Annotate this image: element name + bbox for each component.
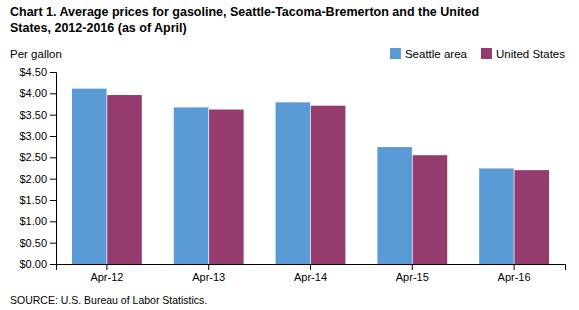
y-tick-mark (50, 115, 56, 116)
y-tick-label: $4.50 (19, 66, 47, 78)
x-axis: Apr-12 Apr-13 Apr-14 Apr-15 Apr-16 (57, 264, 566, 283)
y-tick: $3.00 (19, 130, 56, 142)
bars (72, 89, 549, 264)
y-tick: $1.50 (19, 194, 56, 206)
y-tick-label: $4.00 (19, 87, 47, 99)
y-tick-mark (50, 93, 56, 94)
bar (72, 89, 107, 264)
y-tick-mark (50, 179, 56, 180)
y-tick-label: $1.00 (19, 215, 47, 227)
source: SOURCE: U.S. Bureau of Labor Statistics. (10, 294, 207, 306)
plot: $0.00 $0.50 $1.00 $1.50 $2.00 $2.50 $3.00 $3.50… (19, 66, 565, 283)
x-tick-mark (310, 264, 311, 270)
bar (311, 106, 346, 264)
y-tick-label: $2.50 (19, 151, 47, 163)
x-tick-label: Apr-12 (90, 271, 123, 283)
y-tick-mark (50, 157, 56, 158)
x-tick: Apr-13 (192, 264, 225, 283)
y-tick-mark (50, 264, 56, 265)
legend-item: Seattle area (390, 48, 468, 60)
x-tick-label: Apr-15 (396, 271, 429, 283)
y-tick: $2.50 (19, 151, 56, 163)
x-tick-label: Apr-16 (498, 271, 531, 283)
y-tick-mark (50, 72, 56, 73)
y-tick-label: $3.50 (19, 109, 47, 121)
bar (107, 95, 142, 264)
legend-swatch (481, 48, 492, 59)
y-tick-mark (50, 243, 56, 244)
x-tick-mark (208, 264, 209, 270)
legend: Seattle area United States (390, 48, 565, 60)
legend-label: Seattle area (405, 48, 468, 60)
bar (377, 147, 412, 264)
x-tick-mark (106, 264, 107, 270)
y-tick: $0.00 (19, 258, 56, 270)
y-tick-mark (50, 136, 56, 137)
bar (514, 170, 549, 264)
x-tick: Apr-15 (396, 264, 429, 283)
x-tick-mark (412, 264, 413, 270)
y-tick: $0.50 (19, 237, 56, 249)
chart: Chart 1. Average prices for gasoline, Se… (0, 0, 579, 310)
title: Chart 1. Average prices for gasoline, Se… (10, 5, 479, 35)
y-tick: $2.00 (19, 173, 56, 185)
legend-label: United States (496, 48, 565, 60)
x-tick: Apr-12 (90, 264, 123, 283)
x-axis-line (57, 265, 566, 271)
y-tick-label: $0.50 (19, 237, 47, 249)
x-tick-label: Apr-13 (192, 271, 225, 283)
legend-swatch (390, 48, 401, 59)
y-axis-line (50, 73, 57, 265)
y-tick: $3.50 (19, 109, 56, 121)
y-tick-mark (50, 221, 56, 222)
series (72, 89, 514, 264)
bar (276, 102, 311, 264)
x-tick-label: Apr-14 (294, 271, 327, 283)
x-tick-mark (514, 264, 515, 270)
y-tick: $4.50 (19, 66, 56, 78)
y-label: Per gallon (10, 48, 62, 60)
y-tick: $4.00 (19, 87, 56, 99)
bar (209, 110, 244, 264)
y-axis: $0.00 $0.50 $1.00 $1.50 $2.00 $2.50 $3.00 $3.50… (19, 66, 56, 270)
y-tick: $1.00 (19, 215, 56, 227)
legend-item: United States (481, 48, 565, 60)
bar (413, 155, 448, 264)
bar (174, 107, 209, 264)
y-tick-mark (50, 200, 56, 201)
bar (479, 168, 514, 264)
y-tick-label: $3.00 (19, 130, 47, 142)
x-tick: Apr-16 (498, 264, 531, 283)
y-tick-label: $1.50 (19, 194, 47, 206)
series (107, 95, 549, 264)
y-tick-label: $0.00 (19, 258, 47, 270)
x-tick: Apr-14 (294, 264, 327, 283)
y-tick-label: $2.00 (19, 173, 47, 185)
